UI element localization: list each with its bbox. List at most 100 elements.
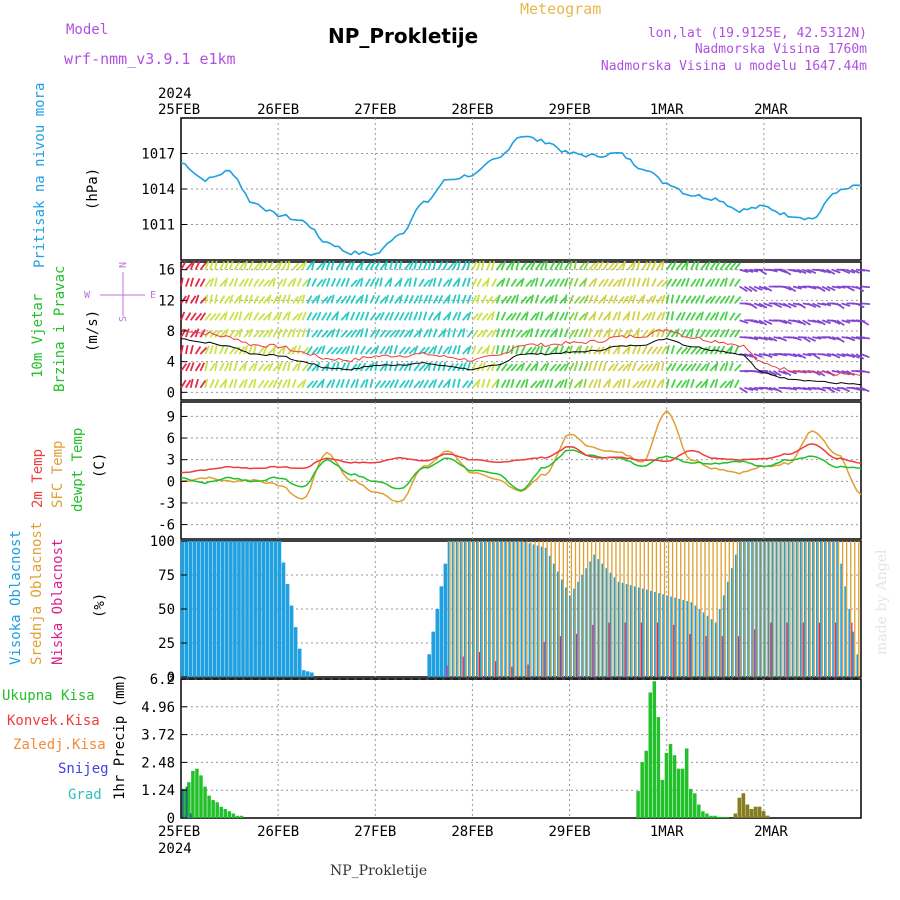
cloud-mid-bar	[692, 541, 694, 677]
wind-barb	[631, 277, 636, 287]
wind-barb	[355, 311, 361, 321]
wind-barb	[534, 345, 541, 355]
wind-barb	[816, 319, 826, 326]
wind-barb	[471, 294, 478, 304]
cloud-mid-bar	[631, 541, 633, 677]
wind-barb	[374, 312, 382, 321]
wind-barb	[471, 261, 478, 271]
wind-barb	[641, 312, 649, 321]
wind-barb	[636, 380, 645, 389]
wind-barb	[258, 329, 266, 338]
wind-barb	[855, 353, 865, 360]
wind-barb	[719, 362, 726, 372]
cloud-high-bar	[654, 592, 656, 677]
cloud-high-bar	[641, 588, 644, 677]
wind-barb	[413, 311, 419, 321]
cloud-high-bar	[815, 541, 818, 677]
wind-barb	[437, 261, 443, 271]
wind-barb	[573, 328, 579, 338]
wind-barb	[641, 277, 647, 287]
wind-barb	[340, 329, 348, 338]
wind-barb	[369, 362, 375, 372]
wind-barb	[248, 261, 254, 271]
wind-barb	[631, 294, 637, 304]
cloud-high-bar	[459, 541, 462, 677]
wind-barb	[462, 380, 469, 389]
wind-barb	[690, 311, 697, 321]
cloud-high-bar	[836, 541, 838, 677]
wind-barb	[214, 361, 218, 372]
wind-barb	[860, 386, 870, 393]
cloud-high-bar	[775, 541, 778, 677]
wind-barb	[233, 311, 239, 321]
cloud-mid-bar	[497, 541, 500, 677]
wind-barb	[534, 361, 539, 372]
lonlat-label: lon,lat (19.9125E, 42.5312N)	[648, 26, 867, 41]
wind-barb	[826, 386, 836, 393]
wind-barb	[184, 345, 189, 355]
precip-snow-bar	[733, 813, 738, 818]
wind-barb	[481, 312, 489, 321]
wind-barb	[330, 277, 337, 287]
wind-barb	[325, 295, 333, 304]
wind-barb	[282, 379, 288, 389]
wind-barb	[442, 328, 447, 338]
wind-barb	[612, 380, 620, 389]
altitude-label: Nadmorska Visina 1760m	[695, 42, 867, 57]
wind-barb	[379, 329, 387, 338]
wind-barb	[539, 277, 545, 287]
wind-barb	[855, 285, 865, 293]
cloud-mid-bar	[700, 541, 702, 677]
wind-barb	[189, 312, 197, 321]
wind-barb	[768, 370, 778, 376]
wind-barb	[836, 285, 846, 289]
cloud-high-bar	[281, 562, 286, 677]
cloud-high-bar	[637, 587, 640, 677]
wind-barb	[350, 279, 358, 288]
wind-barb	[306, 380, 315, 389]
wind-barb	[398, 311, 405, 321]
year-top: 2024	[158, 86, 192, 102]
cloud-mid-bar	[756, 541, 759, 677]
cloud-high-bar	[305, 671, 310, 677]
wind-barb	[423, 379, 430, 389]
wind-barb	[709, 312, 717, 321]
wind-barb	[253, 329, 261, 338]
wind-barb	[413, 380, 421, 389]
wind-barb	[403, 346, 411, 355]
wind-barb	[466, 277, 471, 287]
wind-barb	[554, 363, 562, 372]
wind-barb	[457, 362, 464, 372]
wind-barb	[335, 346, 343, 355]
cloud-high-bar	[229, 541, 233, 677]
wind-barb	[340, 378, 345, 388]
wind-barb	[476, 294, 480, 304]
wind-barb	[544, 345, 551, 355]
wind-barb	[238, 311, 243, 321]
wind-barb	[646, 363, 654, 372]
wind-barb	[554, 311, 560, 321]
y-tick-label: -6	[158, 518, 175, 534]
wind-barb	[301, 311, 307, 321]
wind-barb	[841, 302, 851, 307]
wind-barb	[559, 312, 566, 321]
wind-barb	[563, 277, 569, 287]
wind-barb	[641, 345, 648, 355]
wind-barb	[296, 380, 305, 389]
wind-barb	[807, 336, 817, 342]
wind-barb	[510, 378, 515, 388]
cloud-ylabel-2: Srednja Oblacnost	[29, 522, 45, 665]
y-tick-label: 3	[167, 453, 175, 469]
cloud-high-bar	[617, 581, 620, 677]
wind-barb	[617, 379, 623, 389]
wind-barb	[301, 279, 309, 288]
wind-barb	[807, 268, 817, 275]
cloud-high-bar	[253, 541, 257, 677]
wind-barb	[675, 294, 681, 304]
wind-barb	[476, 278, 483, 287]
wind-barb	[418, 328, 423, 338]
cloud-mid-bar	[846, 541, 848, 677]
cloud-mid-bar	[506, 541, 508, 677]
wind-barb	[403, 379, 410, 389]
wind-barb	[860, 268, 871, 272]
